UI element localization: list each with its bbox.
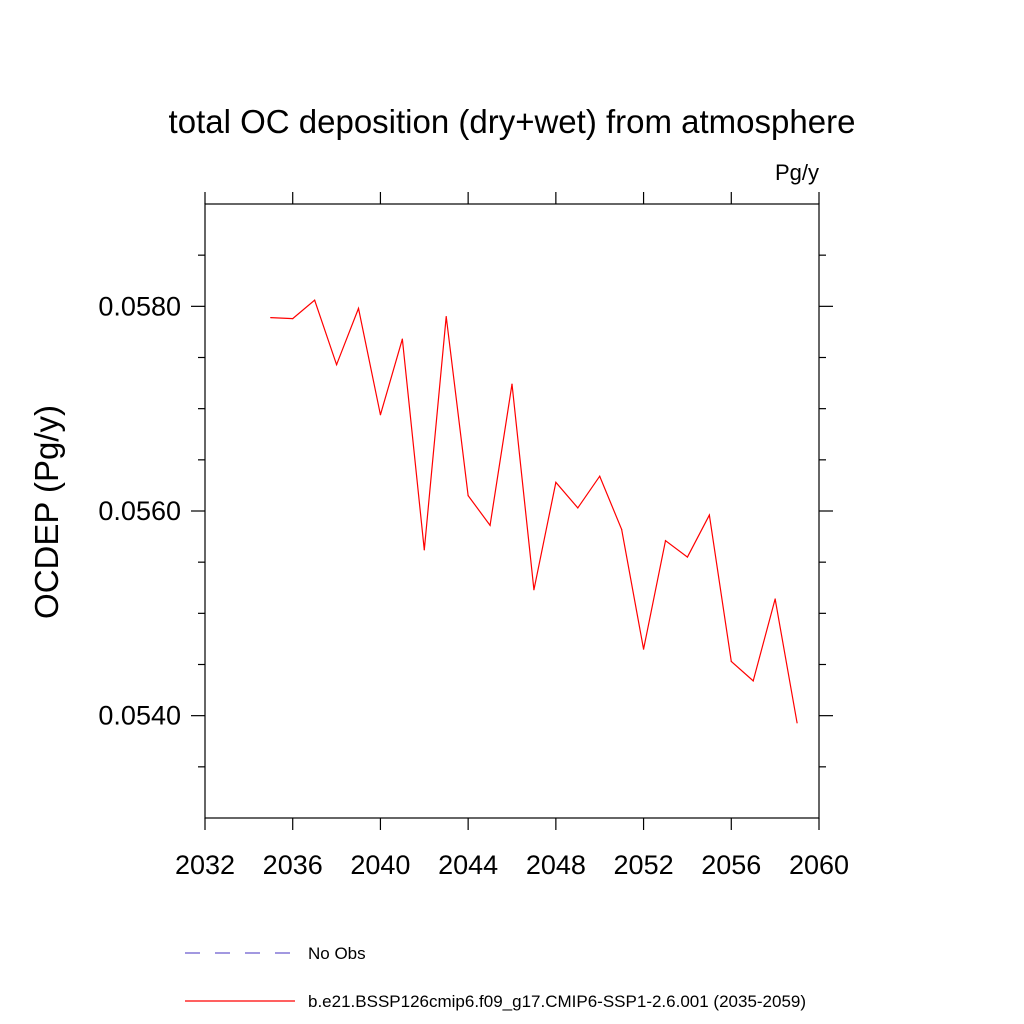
x-tick-label: 2048 (526, 850, 586, 880)
x-tick-label: 2040 (350, 850, 410, 880)
units-label: Pg/y (775, 160, 819, 185)
data-point (664, 540, 667, 542)
data-point (357, 307, 360, 309)
legend-label: No Obs (308, 944, 366, 963)
y-tick-label: 0.0540 (98, 701, 181, 731)
data-point (314, 299, 316, 301)
data-point (577, 507, 579, 509)
data-point (423, 549, 425, 551)
data-point (730, 660, 732, 663)
plot-frame (204, 203, 820, 819)
data-point (599, 475, 601, 477)
series-line (270, 299, 798, 723)
data-point (467, 495, 469, 497)
data-point (621, 528, 623, 531)
data-point (686, 556, 689, 558)
x-tick-label: 2060 (789, 850, 849, 880)
x-tick-label: 2052 (614, 850, 674, 880)
legend: No Obs b.e21.BSSP126cmip6.f09_g17.CMIP6-S… (185, 944, 806, 1011)
x-tick-label: 2036 (263, 850, 323, 880)
data-point (752, 680, 754, 682)
y-axis-label: OCDEP (Pg/y) (28, 405, 65, 619)
data-point (708, 514, 710, 516)
data-point (555, 481, 557, 483)
data-point (489, 524, 491, 526)
plot-area: 2032 2036 2040 2044 2048 2052 2056 2060 0.0540 0.… (98, 192, 849, 880)
x-tick-label: 2032 (175, 850, 235, 880)
x-tick-label: 2056 (701, 850, 761, 880)
data-point (774, 598, 776, 600)
data-point (379, 414, 382, 416)
data-point (511, 383, 513, 385)
data-point (533, 589, 535, 591)
data-point (642, 648, 645, 650)
data-point (401, 338, 403, 340)
legend-label: b.e21.BSSP126cmip6.f09_g17.CMIP6-SSP1-2.… (308, 992, 806, 1011)
chart-title: total OC deposition (dry+wet) from atmos… (169, 103, 856, 140)
data-point (796, 722, 798, 724)
x-tick-label: 2044 (438, 850, 498, 880)
data-point (445, 315, 447, 318)
data-point (335, 364, 338, 366)
data-point (270, 316, 272, 319)
data-point (292, 318, 294, 320)
y-tick-label: 0.0580 (98, 291, 181, 321)
y-tick-label: 0.0560 (98, 496, 181, 526)
